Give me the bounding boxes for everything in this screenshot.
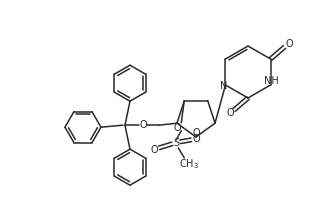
Text: N: N: [220, 81, 227, 91]
Text: O: O: [226, 108, 234, 118]
Text: O: O: [286, 39, 293, 49]
Text: O: O: [150, 145, 158, 155]
Text: O: O: [192, 128, 200, 138]
Text: S: S: [173, 138, 179, 148]
Text: O: O: [193, 134, 200, 144]
Text: O: O: [173, 123, 181, 133]
Text: O: O: [139, 120, 147, 130]
Text: NH: NH: [264, 76, 279, 86]
Text: CH$_3$: CH$_3$: [179, 157, 199, 171]
